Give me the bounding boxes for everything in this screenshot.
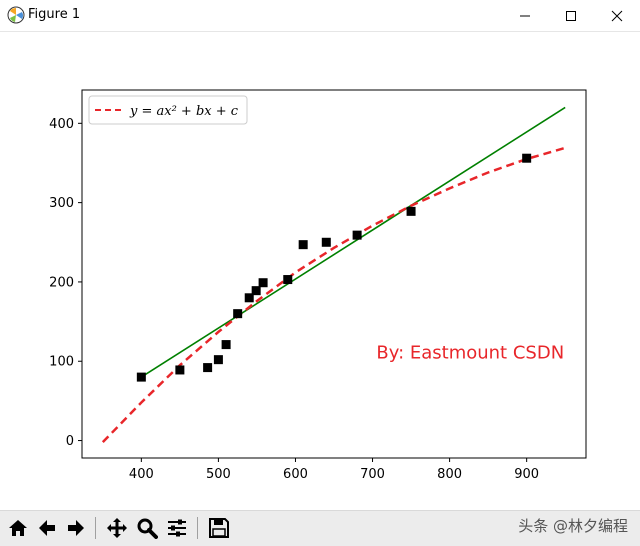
y-tick-label: 200 [49,275,74,290]
minimize-button[interactable] [502,0,548,31]
chart: 400 500 600 700 800 900 0 100 200 300 400 By: East… [49,89,587,482]
axes-frame [81,89,587,459]
data-point [298,240,308,250]
toolbar-separator [197,517,198,539]
configure-subplots-icon [168,519,186,537]
close-icon [611,10,623,21]
save-button[interactable] [206,515,232,541]
minimize-icon [520,15,530,16]
home-icon [9,520,27,536]
watermark: 头条 @林夕编程 [518,517,628,535]
close-button[interactable] [594,0,640,31]
pan-button[interactable] [104,515,130,541]
save-icon [209,518,229,538]
navigation-toolbar [0,510,640,546]
forward-button[interactable] [63,515,89,541]
x-tick-label: 600 [283,467,308,482]
legend: y = ax² + bx + c [88,95,248,125]
pan-icon [107,518,127,538]
data-point [221,340,231,350]
home-button[interactable] [5,515,31,541]
chart-annotation: By: Eastmount CSDN [376,343,564,364]
y-tick-label: 300 [49,196,74,211]
data-point [258,278,268,288]
x-tick-label: 400 [129,467,154,482]
back-button[interactable] [34,515,60,541]
x-tick-label: 700 [360,467,385,482]
data-point [244,293,254,303]
configure-subplots-button[interactable] [164,515,190,541]
y-tick-label: 400 [49,117,74,132]
x-tick-label: 500 [206,467,231,482]
data-point [283,275,293,285]
title-bar: Figure 1 [0,0,640,32]
maximize-button[interactable] [548,0,594,31]
data-point [203,363,213,373]
back-arrow-icon [39,520,55,536]
data-point [352,230,362,240]
data-point [251,286,261,296]
y-tick-label: 100 [49,355,74,370]
window-title: Figure 1 [28,7,81,22]
data-point [136,372,146,382]
data-point [233,309,243,319]
y-tick-label: 0 [66,434,74,449]
data-point [175,365,185,375]
legend-label: y = ax² + bx + c [129,104,239,119]
matplotlib-app-icon [7,6,25,24]
legend-box [88,95,248,125]
toolbar-separator [95,517,96,539]
maximize-icon [566,10,576,21]
x-tick-label: 800 [437,467,462,482]
data-point [522,153,532,163]
forward-arrow-icon [68,520,84,536]
data-point [406,206,416,216]
x-tick-label: 900 [514,467,539,482]
figure-canvas[interactable]: 400 500 600 700 800 900 0 100 200 300 400 By: East… [0,32,640,510]
fit-curve-dashed-red [101,146,566,444]
zoom-button[interactable] [134,515,160,541]
fit-line-green [140,106,566,378]
data-point [321,237,331,247]
zoom-icon [137,518,158,539]
data-point [213,355,223,365]
